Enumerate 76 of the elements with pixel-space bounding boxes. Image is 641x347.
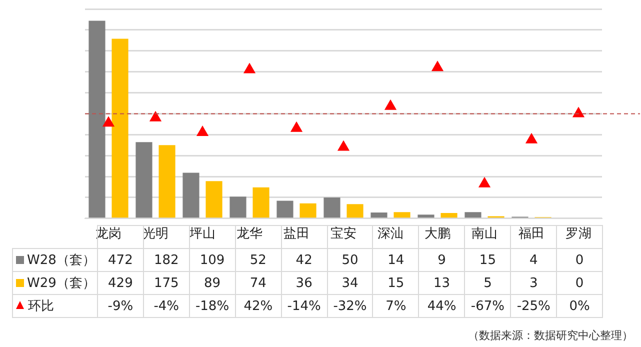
data-label: 13: [418, 272, 465, 294]
x-tick-label: 大鹏: [424, 226, 450, 242]
data-label: 3: [510, 272, 557, 294]
data-label: 34: [327, 272, 373, 294]
data-label: 0: [556, 272, 602, 294]
data-label: 0%: [556, 294, 602, 318]
data-label: 44%: [418, 294, 465, 318]
data-label: 472: [98, 248, 144, 272]
x-tick-label: 罗湖: [566, 226, 592, 242]
data-label: 14: [372, 248, 419, 272]
data-label: 5: [464, 272, 511, 294]
data-label: -14%: [281, 294, 328, 318]
point: [526, 133, 538, 144]
bar: [346, 204, 364, 218]
legend-label: W29（套）: [12, 272, 98, 294]
bar: [112, 38, 128, 218]
x-tick-label: 福田: [518, 226, 544, 242]
data-label: 9: [418, 248, 465, 272]
data-label: -18%: [189, 294, 236, 318]
bar: [370, 212, 388, 218]
bar: [158, 145, 176, 218]
point: [432, 61, 444, 72]
bar: [206, 181, 222, 218]
data-label: 42: [281, 248, 328, 272]
bar: [464, 212, 482, 218]
bar: [276, 200, 294, 218]
data-label: -32%: [327, 294, 373, 318]
data-label: 109: [189, 248, 236, 272]
point: [478, 177, 490, 188]
point: [244, 63, 256, 74]
bar: [252, 187, 270, 218]
x-tick-label: 深汕: [378, 226, 404, 242]
x-tick-label: 龙华: [236, 226, 262, 242]
data-label: 89: [189, 272, 236, 294]
data-label: 429: [98, 272, 144, 294]
legend-label: 环比: [12, 294, 98, 318]
x-tick-label: 龙岗: [96, 226, 122, 242]
bar: [324, 197, 340, 218]
bar: [182, 172, 200, 218]
data-label: 15: [372, 272, 419, 294]
point: [196, 126, 208, 136]
data-label: 0: [556, 248, 602, 272]
point: [384, 100, 396, 110]
data-label: -4%: [143, 294, 190, 318]
data-label: 42%: [235, 294, 282, 318]
bar: [230, 196, 246, 218]
text: （数据来源：数据研究中心整理）: [468, 328, 633, 343]
data-label: 4: [510, 248, 557, 272]
x-tick-label: 宝安: [330, 226, 356, 242]
bar: [418, 214, 434, 218]
x-tick-label: 盐田: [284, 226, 310, 242]
data-label: 175: [143, 272, 190, 294]
data-label: -25%: [510, 294, 557, 318]
point: [102, 116, 114, 127]
x-tick-label: 坪山: [188, 226, 216, 242]
data-label: -67%: [464, 294, 511, 318]
bar: [300, 203, 316, 218]
data-label: 182: [143, 248, 190, 272]
data-label: 50: [327, 248, 373, 272]
legend-label: W28（套）: [12, 248, 98, 272]
point: [290, 122, 302, 132]
point: [150, 111, 162, 122]
data-label: 15: [464, 248, 511, 272]
bar: [136, 142, 152, 218]
data-label: -9%: [98, 294, 144, 318]
data-label: 36: [281, 272, 328, 294]
data-label: 74: [235, 272, 282, 294]
point: [338, 140, 350, 151]
point: [572, 107, 584, 118]
bar: [440, 212, 458, 218]
bar: [394, 212, 410, 218]
data-label: 52: [235, 248, 282, 272]
bar: [88, 20, 106, 218]
data-label: 7%: [372, 294, 419, 318]
x-tick-label: 光明: [142, 226, 168, 242]
x-tick-label: 南山: [472, 226, 498, 242]
